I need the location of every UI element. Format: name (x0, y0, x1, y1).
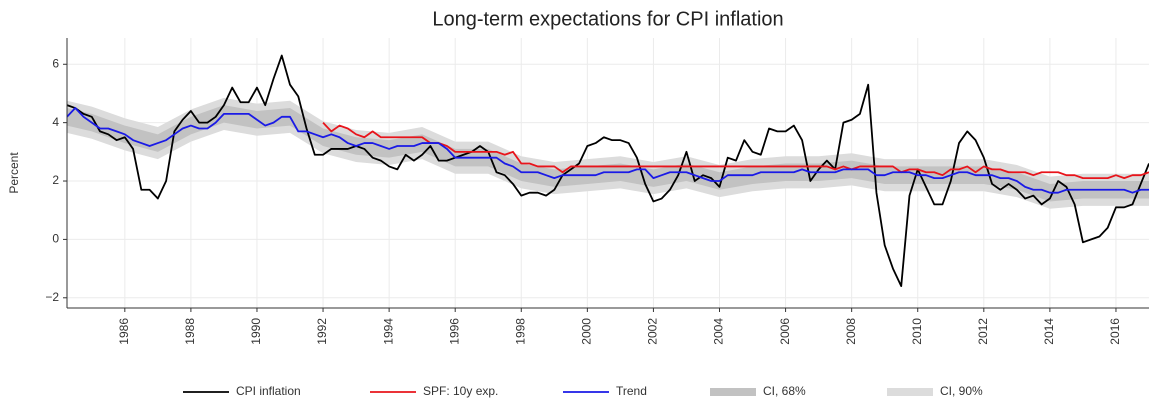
y-tick-label: −2 (45, 290, 59, 304)
x-tick-label: 2006 (778, 318, 792, 345)
x-tick-label: 2000 (580, 318, 594, 345)
x-tick-label: 1994 (381, 318, 395, 345)
x-tick-label: 2014 (1042, 318, 1056, 345)
series-line (322, 122, 1149, 180)
legend-label: SPF: 10y exp. (423, 384, 498, 398)
x-tick-label: 1998 (513, 318, 527, 345)
x-tick-label: 1990 (249, 318, 263, 345)
legend-swatch (710, 388, 756, 396)
x-tick-label: 2010 (910, 318, 924, 345)
y-tick-label: 4 (52, 115, 59, 129)
x-tick-label: 2012 (976, 318, 990, 345)
x-tick-label: 1986 (117, 318, 131, 345)
legend-label: Trend (616, 384, 647, 398)
y-tick-label: 2 (52, 173, 59, 187)
x-tick-label: 1996 (447, 318, 461, 345)
x-tick-label: 2002 (646, 318, 660, 345)
legend-label: CI, 90% (940, 384, 983, 398)
x-tick-label: 1992 (315, 318, 329, 345)
series-line (67, 54, 1149, 288)
y-tick-label: 6 (52, 56, 59, 70)
y-tick-label: 0 (52, 232, 59, 246)
y-axis-label: Percent (7, 152, 21, 194)
chart-title: Long-term expectations for CPI inflation (432, 8, 783, 30)
x-tick-label: 2008 (844, 318, 858, 345)
legend-label: CPI inflation (236, 384, 301, 398)
legend-swatch (887, 388, 933, 396)
legend-label: CI, 68% (763, 384, 806, 398)
x-tick-label: 1988 (183, 318, 197, 345)
series-line (67, 107, 1149, 194)
x-tick-label: 2004 (712, 318, 726, 345)
plot-layer (67, 54, 1149, 288)
x-tick-label: 2016 (1108, 318, 1122, 345)
ci-band (67, 105, 1149, 202)
